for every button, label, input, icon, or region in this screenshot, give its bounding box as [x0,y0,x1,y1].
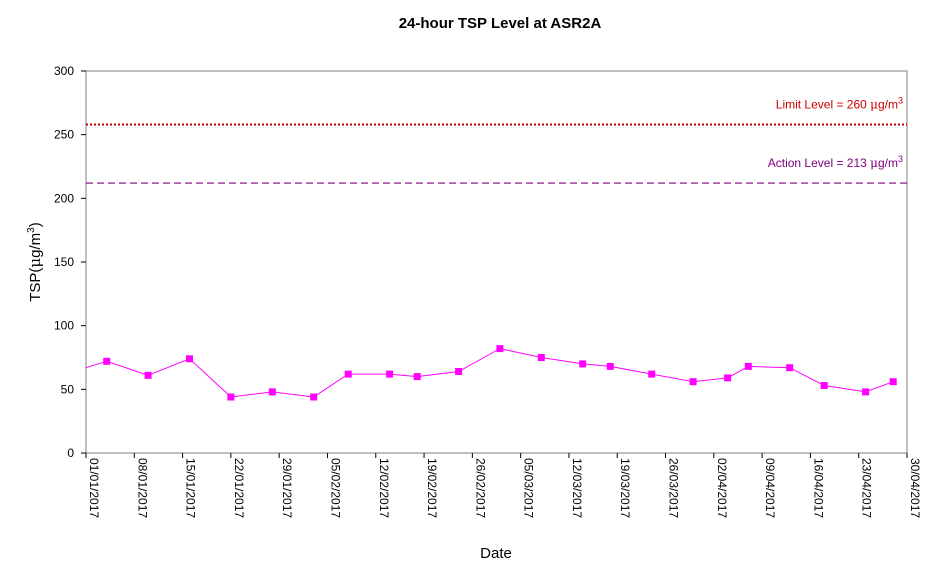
data-point-marker [310,393,318,401]
y-tick-label: 300 [54,64,74,78]
y-axis-label-close: ) [27,222,44,227]
y-axis-label-sup: 3 [26,227,37,233]
data-point-marker [606,362,614,370]
reference-label-part: Limit Level = 260 [776,97,870,111]
data-point-marker [537,354,545,361]
x-axis-label: Date [480,545,512,562]
x-tick-label: 16/04/2017 [811,458,825,518]
y-axis-label-base: TSP( [27,268,44,302]
x-tick-label: 15/01/2017 [184,458,198,518]
y-tick-label: 200 [54,191,74,205]
x-tick-label: 19/02/2017 [425,458,439,518]
x-tick-label: 26/03/2017 [667,458,681,518]
reference-label-part: μ [870,97,878,111]
data-point-marker [344,370,352,378]
data-point-marker [227,393,235,401]
reference-line-label: Limit Level = 260 μg/m3 [776,95,903,111]
y-tick-label: 0 [67,446,74,460]
y-axis-label: TSP(μg/m3) [26,222,44,302]
x-tick-label: 19/03/2017 [618,458,632,518]
plot-area [85,70,908,454]
data-point-marker [413,373,421,381]
x-tick-label: 09/04/2017 [763,458,777,518]
data-point-marker [862,388,870,396]
data-point-marker [496,345,504,353]
y-tick-label: 100 [54,319,74,333]
y-axis-label-unit: g/m [27,233,44,258]
x-tick-label: 22/01/2017 [232,458,246,518]
x-tick-label: 05/02/2017 [328,458,342,518]
data-point-marker [820,382,828,389]
x-tick-label: 12/02/2017 [377,458,391,518]
data-point-marker [689,378,697,386]
data-point-marker [744,362,752,370]
series-layer [85,345,897,401]
data-point-marker [144,371,152,379]
series-line [85,348,894,398]
y-tick-label: 250 [54,128,74,142]
data-point-marker [648,370,656,378]
reference-line-label: Action Level = 213 μg/m3 [768,154,903,170]
reference-label-part: μ [870,156,878,170]
x-tick-label: 23/04/2017 [860,458,874,518]
data-point-marker [386,370,394,378]
data-point-marker [889,378,897,386]
x-tick-label: 12/03/2017 [570,458,584,518]
chart-title: 24-hour TSP Level at ASR2A [399,15,602,32]
reference-label-part: g/m [878,97,898,111]
data-point-marker [579,360,587,368]
reference-label-part: Action Level = 213 [768,156,870,170]
y-tick-label: 150 [54,255,74,269]
y-axis: 0 50 100 150 200 250 300 [54,64,86,460]
x-tick-label: 02/04/2017 [715,458,729,518]
reference-label-part: 3 [898,95,903,105]
x-tick-label: 01/01/2017 [87,458,101,518]
data-point-marker [186,355,193,363]
y-axis-label-mu: μ [26,258,44,268]
x-axis: 01/01/2017 08/01/2017 15/01/2017 22/01/2017… [85,453,922,518]
x-tick-label: 30/04/2017 [908,458,922,518]
y-tick-label: 50 [61,382,75,396]
x-tick-label: 08/01/2017 [135,458,149,518]
data-point-marker [268,388,276,396]
x-tick-label: 26/02/2017 [473,458,487,518]
data-point-marker [724,374,732,382]
data-point-marker [786,364,794,372]
reference-label-part: g/m [878,156,898,170]
x-tick-label: 29/01/2017 [280,458,294,518]
x-tick-label: 05/03/2017 [522,458,536,518]
data-point-marker [103,357,111,365]
data-point-marker [455,368,463,375]
reference-label-part: 3 [898,154,903,164]
